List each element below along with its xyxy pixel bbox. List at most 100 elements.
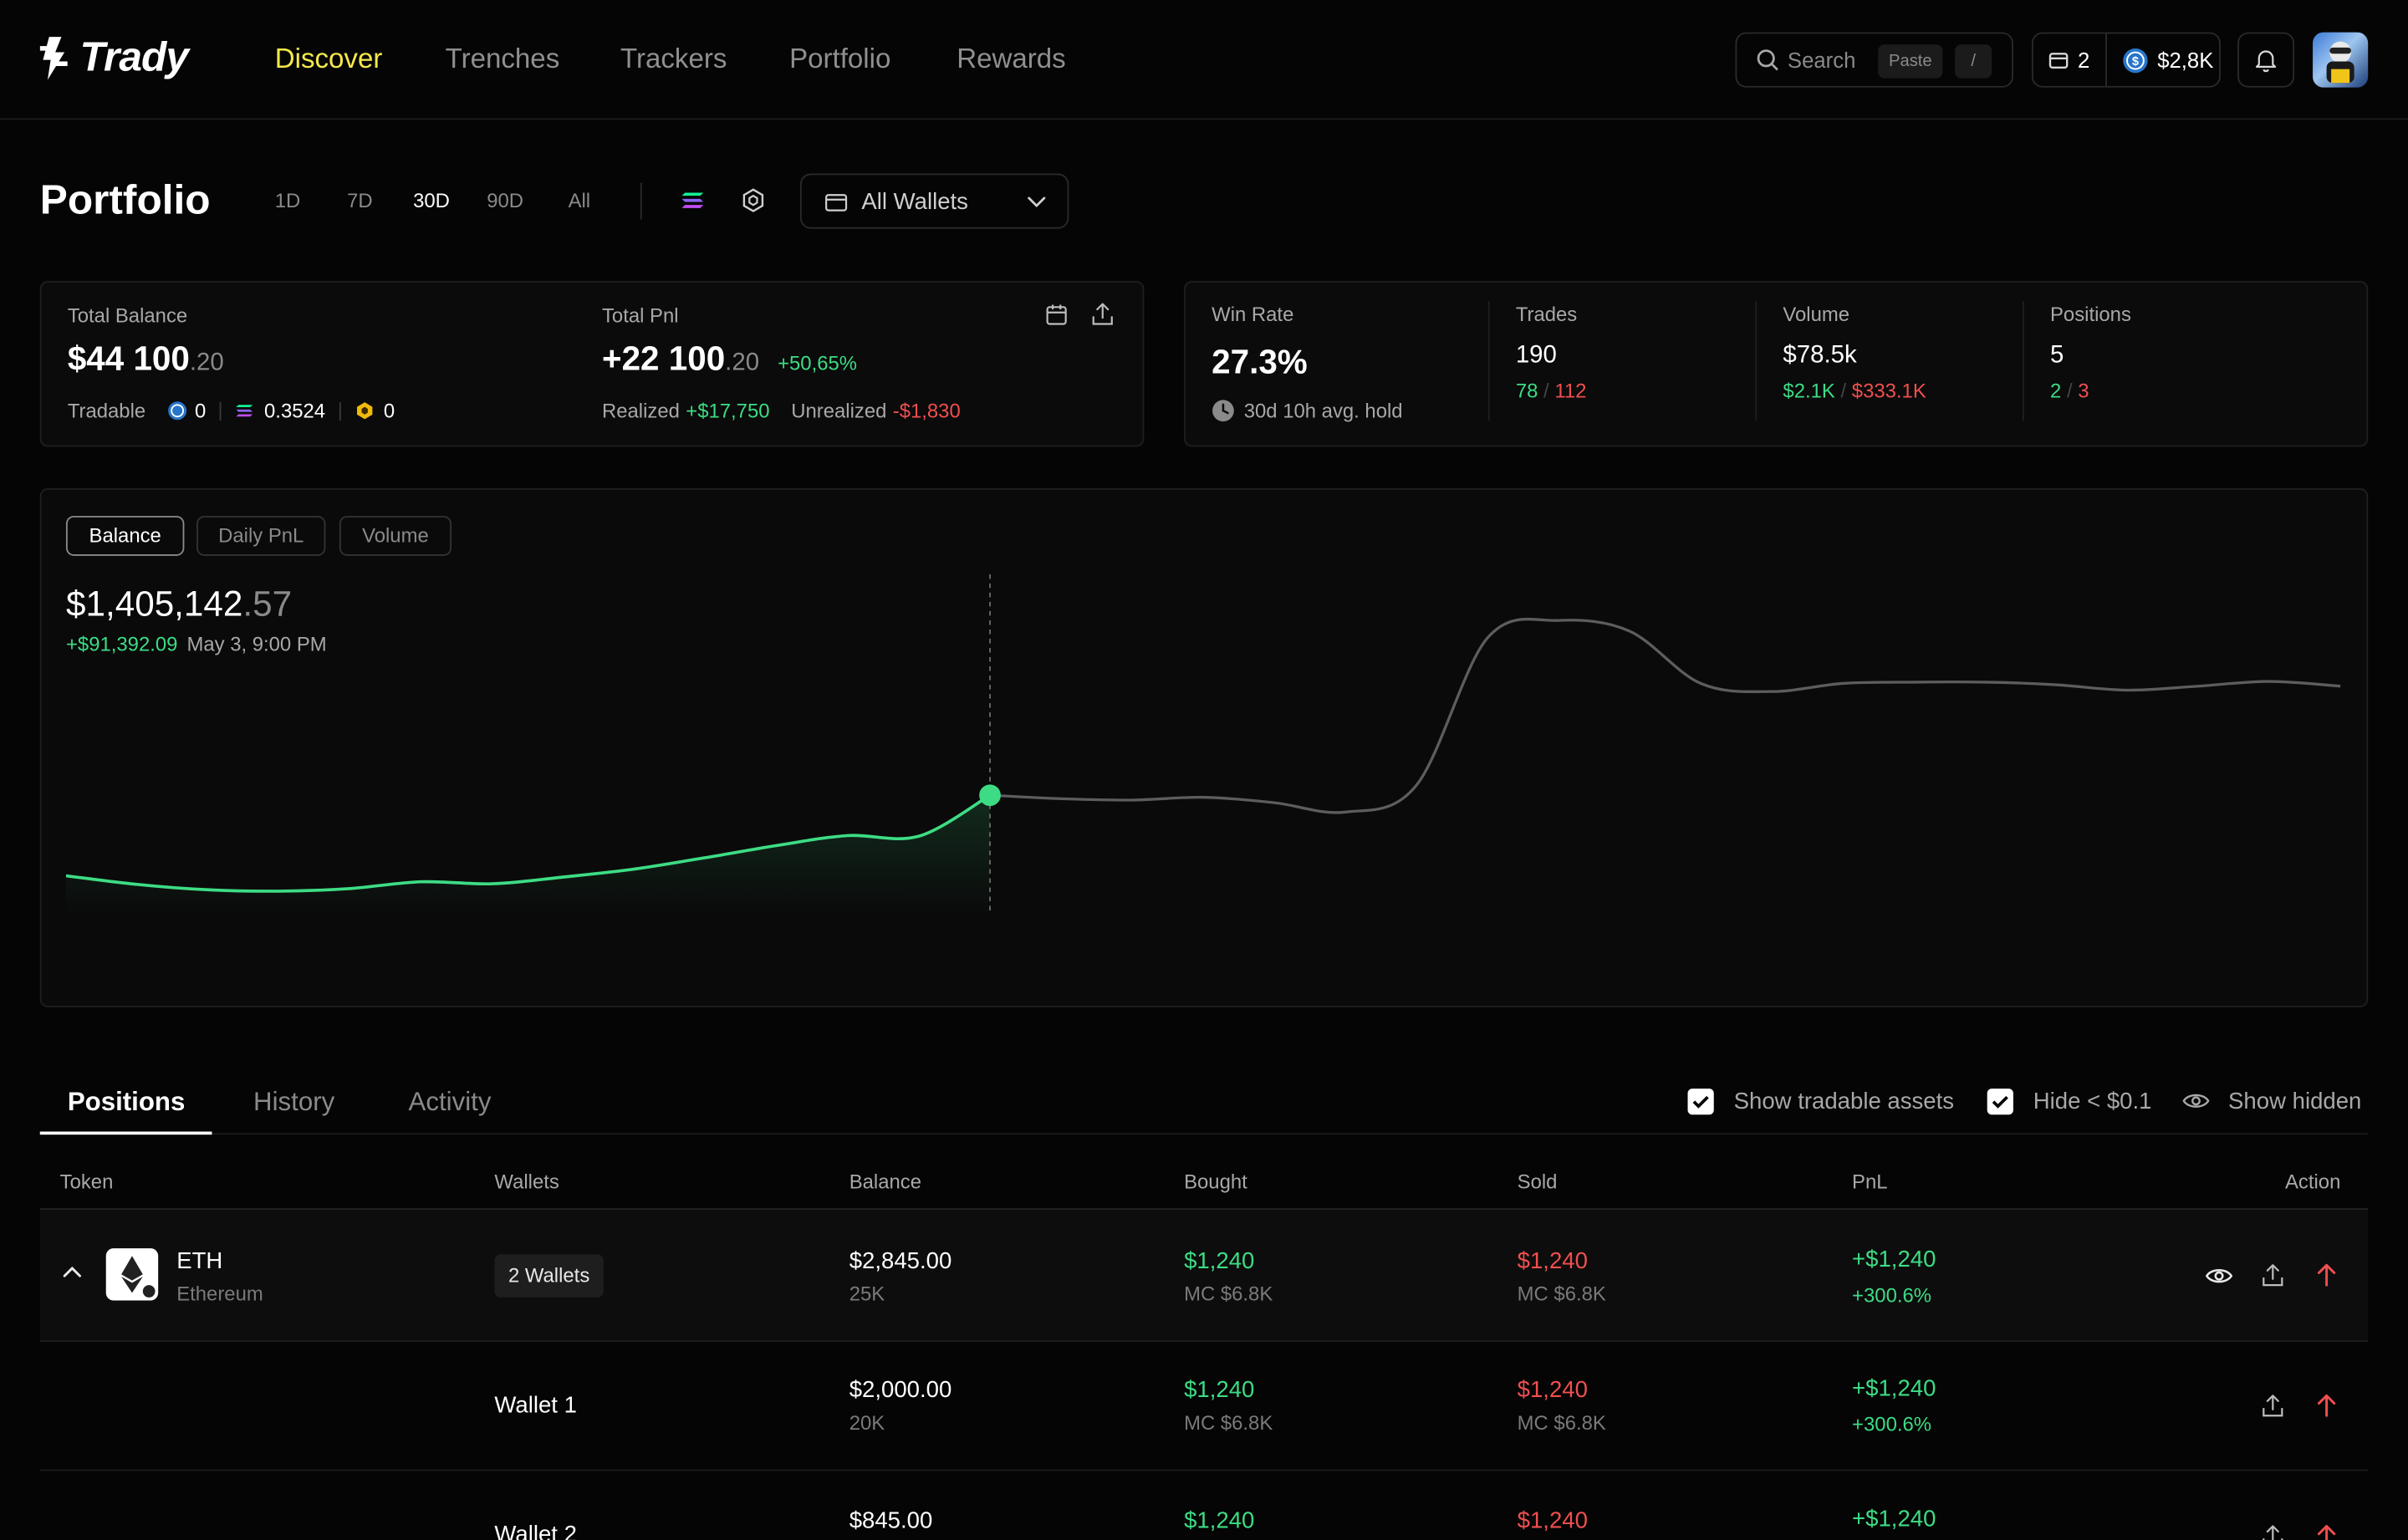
win-rate-label: Win Rate [1212,302,1294,326]
col-sold[interactable]: Sold [1517,1170,1558,1193]
realized-value: +$17,750 [686,399,770,423]
search-input[interactable]: Search Paste / [1735,32,2013,88]
chart-value-dec: .57 [242,583,293,624]
wallet-select-value: All Wallets [861,188,968,216]
chart-value-int: $1,405,142 [65,583,243,624]
chart-tab-daily-pnl[interactable]: Daily PnL [196,516,326,556]
table-row[interactable]: Wallet 2 $845.00 $1,240 $1,240 +$1,240 [40,1471,2368,1540]
bnb-filter-icon[interactable] [740,187,766,213]
hide-small-checkbox[interactable] [1987,1089,2013,1115]
hide-small-label[interactable]: Hide < $0.1 [2033,1089,2152,1115]
balance-chart[interactable] [40,488,2368,1007]
tradable-bnb: 0 [383,399,395,423]
positions-closed: 3 [2078,379,2089,403]
arrow-up-icon[interactable] [2316,1523,2338,1540]
show-hidden-label[interactable]: Show hidden [2228,1089,2362,1115]
brand-name: Trady [79,33,189,80]
bought-value: $1,240 [1184,1507,1255,1534]
wallets-badge[interactable]: 2 Wallets [494,1254,604,1298]
user-avatar[interactable] [2313,32,2369,88]
token-name: Ethereum [176,1282,263,1306]
nav-trackers[interactable]: Trackers [620,43,727,74]
total-balance-dec: .20 [189,349,224,376]
wallet-summary[interactable]: 2 $ $2,8K [2031,32,2221,88]
trades-value: 190 [1515,342,1557,369]
sold-mc: MC $6.8K [1517,1282,1606,1306]
total-pnl-int: +22 100 [601,339,726,378]
nav-discover[interactable]: Discover [274,43,383,74]
logo-icon [39,36,68,79]
chart-tab-balance[interactable]: Balance [65,516,185,556]
avg-hold-value: 30d 10h avg. hold [1243,399,1403,423]
tradable-sol: 0.3524 [264,399,326,423]
balance-value: $2,000.00 [849,1377,952,1404]
calendar-icon[interactable] [1044,303,1069,327]
wallet-count-value: 2 [2078,47,2090,73]
share-icon[interactable] [2261,1393,2285,1419]
solana-filter-icon[interactable] [681,187,707,213]
notifications-button[interactable] [2237,32,2295,88]
tab-history[interactable]: History [253,1087,335,1117]
check-icon [1992,1095,2008,1109]
trades-loss: 112 [1554,379,1587,403]
wallet-count[interactable]: 2 [2033,33,2105,85]
range-90d[interactable]: 90D [487,188,524,212]
positions-open: 2 [2049,379,2062,403]
range-1d[interactable]: 1D [274,188,301,212]
col-pnl[interactable]: PnL [1852,1170,1888,1193]
table-row[interactable]: Wallet 1 $2,000.00 20K $1,240 MC $6.8K $… [39,1342,2369,1471]
paste-button[interactable]: Paste [1878,44,1943,79]
search-icon [1757,49,1778,71]
bell-icon [2255,50,2277,73]
divider [640,182,642,220]
chevron-up-icon[interactable] [61,1265,83,1279]
separator-slash: / [1543,379,1549,403]
trades-breakdown: 78 / 112 [1516,380,1587,403]
nav-portfolio[interactable]: Portfolio [789,43,891,74]
check-icon [1692,1095,1709,1109]
col-token[interactable]: Token [59,1170,114,1193]
nav-trenches[interactable]: Trenches [445,43,560,74]
sold-mc: MC $6.8K [1517,1410,1606,1435]
show-tradable-label[interactable]: Show tradable assets [1733,1089,1955,1115]
col-wallets[interactable]: Wallets [494,1170,559,1193]
arrow-up-icon[interactable] [2316,1393,2338,1419]
share-icon[interactable] [1090,301,1115,327]
search-placeholder: Search [1787,47,1856,73]
positions-label: Positions [2049,302,2131,326]
eye-icon[interactable] [2205,1265,2233,1287]
tab-activity[interactable]: Activity [408,1087,492,1117]
total-pnl-pct: +50,65% [778,351,858,375]
eye-icon[interactable] [2182,1090,2210,1112]
share-icon[interactable] [2261,1262,2285,1288]
divider [1487,300,1490,421]
nav-rewards[interactable]: Rewards [957,43,1066,74]
show-tradable-checkbox[interactable] [1687,1089,1714,1115]
balance-value: $845.00 [849,1507,933,1534]
volume-sell: $333.1K [1851,379,1926,403]
tradable-usdc: 0 [194,399,207,423]
arrow-up-icon[interactable] [2316,1262,2338,1288]
share-icon[interactable] [2261,1523,2285,1540]
folder-icon [825,194,848,212]
wallet-balance[interactable]: $ $2,8K [2104,33,2229,86]
range-7d[interactable]: 7D [347,188,373,212]
wallet-select[interactable]: All Wallets [799,173,1069,229]
win-rate-value: 27.3% [1212,342,1308,381]
balance-sub: 25K [849,1282,885,1306]
sold-value: $1,240 [1517,1248,1588,1275]
table-row[interactable]: ETH Ethereum 2 Wallets $2,845.00 25K $1,… [39,1210,2369,1343]
wallet-name: Wallet 1 [494,1392,577,1419]
col-balance[interactable]: Balance [849,1170,921,1193]
chart-tab-volume[interactable]: Volume [339,516,452,556]
trades-win: 78 [1515,379,1538,403]
tradable-label: Tradable [67,399,146,423]
chart-date: May 3, 9:00 PM [186,632,327,656]
wallet-name: Wallet 2 [494,1521,577,1540]
total-balance-label: Total Balance [67,303,188,328]
col-bought[interactable]: Bought [1184,1170,1247,1193]
brand-logo[interactable]: Trady [39,33,189,81]
range-30d[interactable]: 30D [413,188,450,212]
tab-positions[interactable]: Positions [67,1087,186,1117]
range-all[interactable]: All [568,188,591,212]
